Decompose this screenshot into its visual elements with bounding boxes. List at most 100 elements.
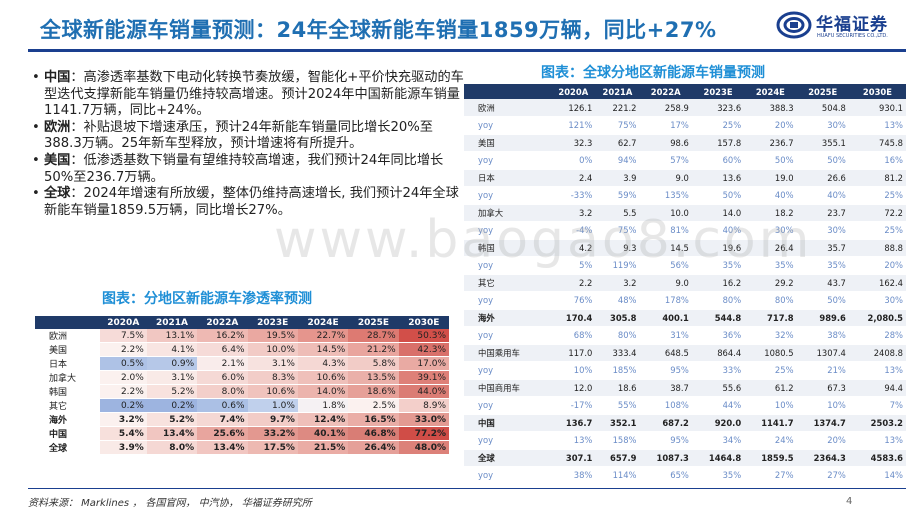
- row-label: yoy: [464, 291, 552, 310]
- table-cell: 13.1%: [146, 329, 198, 343]
- row-label: yoy: [464, 431, 552, 450]
- table-cell: 388.3: [744, 99, 797, 117]
- table-cell: 30%: [796, 116, 849, 135]
- table-cell: 81%: [639, 221, 692, 240]
- table-cell: 323.6: [691, 99, 745, 117]
- header-divider: [28, 49, 906, 52]
- header-cell: 2023E: [247, 316, 298, 329]
- table-cell: 12.0: [551, 379, 596, 397]
- table-cell: 25.6%: [197, 426, 248, 441]
- row-label: yoy: [464, 186, 552, 205]
- table-cell: 10.0%: [247, 342, 298, 357]
- table-cell: 2.1%: [197, 356, 248, 371]
- table-cell: 94%: [595, 151, 640, 170]
- table-cell: 305.8: [595, 309, 640, 327]
- table-cell: 5%: [551, 256, 596, 275]
- table-cell: 13%: [848, 361, 906, 380]
- table-cell: 4583.6: [848, 449, 906, 467]
- table-cell: 35%: [796, 256, 849, 275]
- table-cell: 14.5%: [297, 342, 349, 357]
- bullet-item: 欧洲：补贴退坡下增速承压，预计24年新能车销量同比增长20%至388.3万辆。2…: [32, 120, 468, 153]
- table-cell: 18.2: [744, 204, 797, 222]
- penetration-table-title: 图表：分地区新能源车渗透率预测: [102, 291, 312, 307]
- table-cell: 0%: [551, 151, 596, 170]
- table-cell: 355.1: [796, 134, 849, 152]
- table-cell: 57%: [639, 151, 692, 170]
- table-row: 日本 0.5% 0.9% 2.1% 3.1% 4.3% 5.8% 17.0%: [35, 356, 449, 371]
- table-cell: 8.9%: [398, 398, 449, 413]
- table-cell: 1087.3: [639, 449, 692, 467]
- table-cell: 33.2%: [247, 426, 298, 441]
- bullet-heading: 全球: [44, 186, 71, 202]
- table-cell: 170.4: [551, 309, 596, 327]
- page-title: 全球新能源车销量预测：24年全球新能车销量1859万辆，同比+27%: [40, 18, 717, 42]
- table-cell: 61.2: [744, 379, 797, 397]
- sales-table-title: 图表：全球分地区新能源车销量预测: [541, 65, 765, 81]
- table-cell: 33%: [691, 361, 745, 380]
- header-cell: [35, 316, 100, 329]
- row-label: 中国: [35, 426, 100, 441]
- yoy-row: yoy 121% 75% 17% 25% 20% 30% 13%: [464, 116, 906, 135]
- yoy-row: yoy 0% 94% 57% 60% 50% 50% 16%: [464, 151, 906, 170]
- table-cell: 21.2%: [348, 342, 399, 357]
- table-row: 韩国 2.2% 5.2% 8.0% 10.6% 14.0% 18.6% 44.0%: [35, 384, 449, 399]
- table-row: 中国 5.4% 13.4% 25.6% 33.2% 40.1% 46.8% 77.2%: [35, 426, 449, 441]
- table-cell: 3.1%: [247, 356, 298, 371]
- table-row: 美国 2.2% 4.1% 6.4% 10.0% 14.5% 21.2% 42.3%: [35, 342, 449, 357]
- table-cell: 25%: [848, 186, 906, 205]
- penetration-table: 2020A 2021A 2022A 2023E 2024E 2025E 2030E 欧洲 7.…: [35, 316, 449, 455]
- table-cell: 9.7%: [247, 412, 298, 427]
- bullet-list: 中国：高渗透率基数下电动化转换节奏放缓，智能化+平价快充驱动的车型迭代支撑新能车…: [32, 70, 468, 219]
- table-cell: 108%: [639, 396, 692, 415]
- table-cell: 2.2: [551, 274, 596, 292]
- table-cell: 16.2: [691, 274, 745, 292]
- table-cell: 5.2%: [146, 384, 198, 399]
- table-cell: 119%: [595, 256, 640, 275]
- table-cell: 40.1%: [297, 426, 349, 441]
- table-cell: 13%: [848, 116, 906, 135]
- table-cell: 114%: [595, 466, 640, 485]
- table-cell: 10.6%: [297, 370, 349, 385]
- header-cell: 2030E: [848, 84, 906, 99]
- table-cell: 1.8%: [297, 398, 349, 413]
- table-cell: 38.7: [639, 379, 692, 397]
- table-row: 中国商用车 12.0 18.6 38.7 55.6 61.2 67.3 94.4: [464, 379, 906, 397]
- row-label: yoy: [464, 151, 552, 170]
- table-cell: 8.0%: [146, 440, 198, 455]
- row-label: yoy: [464, 221, 552, 240]
- table-cell: 8.0%: [197, 384, 248, 399]
- table-cell: 10%: [551, 361, 596, 380]
- table-cell: 7.5%: [99, 329, 147, 343]
- table-cell: 20%: [848, 256, 906, 275]
- source-note: 资料来源： Marklines ， 各国官网， 中汽协， 华福证券研究所: [28, 498, 312, 509]
- table-cell: 38%: [551, 466, 596, 485]
- table-cell: 72.2: [848, 204, 906, 222]
- row-label: 韩国: [464, 239, 552, 257]
- table-cell: 48.0%: [398, 440, 449, 455]
- table-cell: 930.1: [848, 99, 906, 117]
- table-cell: 1080.5: [744, 344, 797, 362]
- table-cell: 2503.2: [848, 414, 906, 432]
- table-cell: 117.0: [551, 344, 596, 362]
- row-label: yoy: [464, 256, 552, 275]
- table-cell: 16.2%: [197, 329, 248, 343]
- yoy-row: yoy -17% 55% 108% 44% 10% 10% 7%: [464, 396, 906, 415]
- table-cell: 3.1%: [146, 370, 198, 385]
- table-cell: 3.2: [595, 274, 640, 292]
- table-cell: 80%: [744, 291, 797, 310]
- table-cell: 5.4%: [99, 426, 147, 441]
- table-cell: 27%: [796, 466, 849, 485]
- table-cell: 2,080.5: [848, 309, 906, 327]
- row-label: 欧洲: [35, 329, 100, 343]
- header-cell: 2030E: [398, 316, 449, 329]
- table-cell: 16%: [848, 151, 906, 170]
- table-cell: 27%: [744, 466, 797, 485]
- table-cell: 4.2: [551, 239, 596, 257]
- table-cell: 31%: [639, 326, 692, 345]
- table-cell: 30%: [848, 291, 906, 310]
- table-cell: 0.2%: [146, 398, 198, 413]
- table-cell: 3.9: [595, 169, 640, 187]
- table-cell: 30%: [796, 221, 849, 240]
- table-cell: 178%: [639, 291, 692, 310]
- table-cell: 95%: [639, 361, 692, 380]
